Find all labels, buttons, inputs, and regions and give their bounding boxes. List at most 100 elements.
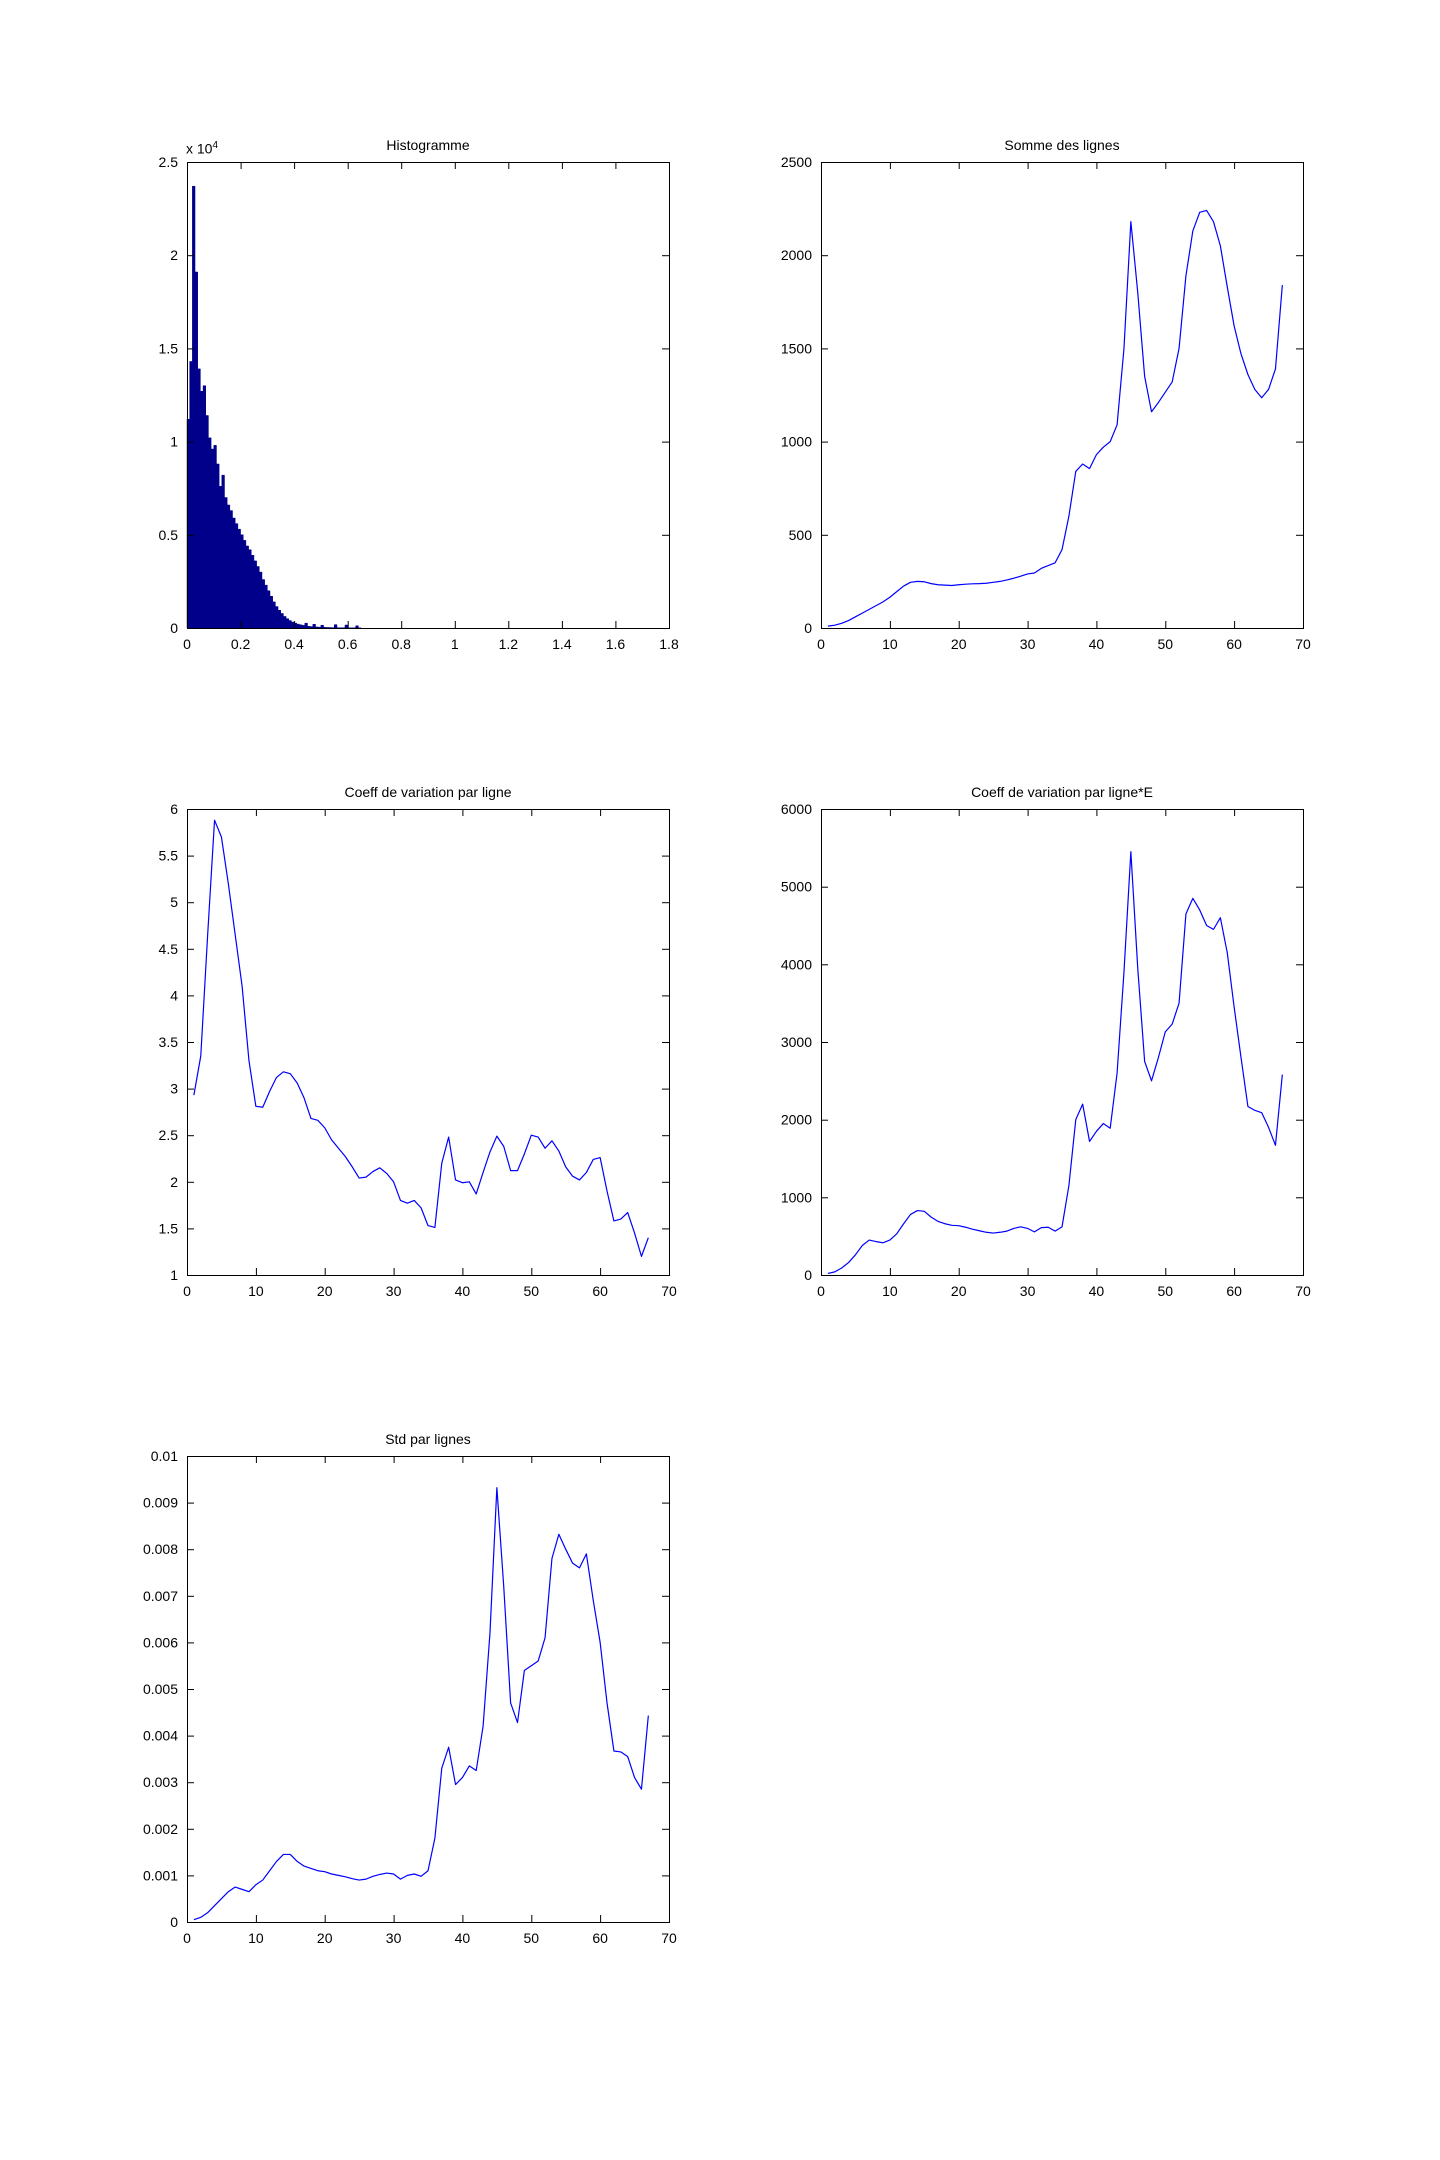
plot-title-somme-des-lignes: Somme des lignes xyxy=(1004,137,1120,153)
x-tick-label: 40 xyxy=(455,1930,471,1946)
y-axis-exponent-power: 4 xyxy=(212,140,219,151)
x-tick-label: 0 xyxy=(183,1930,191,1946)
y-tick-label: 2.5 xyxy=(159,154,179,170)
x-tick-label: 50 xyxy=(523,1283,539,1299)
axes-box xyxy=(187,809,670,1276)
plot-title-histogramme: Histogramme xyxy=(386,137,470,153)
x-tick-label: 30 xyxy=(386,1930,402,1946)
y-tick-label: 0.005 xyxy=(143,1681,178,1697)
x-tick-label: 10 xyxy=(248,1930,264,1946)
y-tick-label: 4 xyxy=(170,987,178,1003)
data-line xyxy=(827,851,1283,1275)
x-tick-label: 0.8 xyxy=(391,636,411,652)
y-tick-label: 2000 xyxy=(781,1112,812,1128)
y-tick-label: 1000 xyxy=(781,434,812,450)
x-tick-label: 0.2 xyxy=(231,636,251,652)
x-tick-label: 0 xyxy=(183,636,191,652)
y-tick-label: 2.5 xyxy=(159,1127,179,1143)
x-tick-label: 10 xyxy=(882,636,898,652)
x-tick-label: 0 xyxy=(183,1283,191,1299)
y-tick-label: 6 xyxy=(170,801,178,817)
subplot-coeff-de-variation-par-ligne-e: 0 10 20 30 40 50 60 70 0 1000 2000 3000 4000 5000 6000 xyxy=(781,801,1311,1299)
y-tick-label: 0.002 xyxy=(143,1821,178,1837)
y-tick-label: 5000 xyxy=(781,879,812,895)
y-tick-label: 500 xyxy=(789,527,813,543)
y-tick-label: 0.006 xyxy=(143,1634,178,1650)
x-tick-label: 50 xyxy=(523,1930,539,1946)
y-tick-label: 1 xyxy=(170,1267,178,1283)
y-tick-label: 1.5 xyxy=(159,340,179,356)
x-tick-label: 30 xyxy=(1020,636,1036,652)
y-tick-label: 0.007 xyxy=(143,1588,178,1604)
x-tick-label: 0.6 xyxy=(338,636,358,652)
y-tick-label: 2 xyxy=(170,247,178,263)
x-tick-label: 60 xyxy=(1226,636,1242,652)
x-tick-label: 20 xyxy=(317,1283,333,1299)
y-tick-label: 2 xyxy=(170,1174,178,1190)
x-tick-label: 30 xyxy=(1020,1283,1036,1299)
y-axis-exponent-label: x 104 xyxy=(186,140,218,157)
y-tick-label: 0 xyxy=(804,1267,812,1283)
plot-title-coeff-de-variation-par-ligne: Coeff de variation par ligne xyxy=(344,784,512,800)
y-tick-label: 2500 xyxy=(781,154,812,170)
x-tick-label: 0.4 xyxy=(284,636,304,652)
axes-box xyxy=(821,809,1304,1276)
x-tick-label: 40 xyxy=(455,1283,471,1299)
subplot-std-par-lignes: 0 10 20 30 40 50 60 70 0 0.001 0.002 0.003 0.004 0.00… xyxy=(143,1448,677,1946)
axes-box xyxy=(187,1456,670,1923)
y-tick-label: 1500 xyxy=(781,340,812,356)
x-tick-label: 1 xyxy=(451,636,459,652)
x-tick-label: 40 xyxy=(1089,1283,1105,1299)
x-tick-label: 0 xyxy=(817,636,825,652)
x-tick-label: 20 xyxy=(317,1930,333,1946)
x-tick-label: 60 xyxy=(1226,1283,1242,1299)
y-tick-label: 0.5 xyxy=(159,527,179,543)
y-tick-label: 4.5 xyxy=(159,941,179,957)
axes-box xyxy=(187,162,670,629)
data-line xyxy=(193,1487,649,1921)
y-tick-label: 6000 xyxy=(781,801,812,817)
y-tick-label: 2000 xyxy=(781,247,812,263)
x-tick-label: 70 xyxy=(1295,1283,1311,1299)
y-tick-label: 1 xyxy=(170,434,178,450)
y-tick-label: 0 xyxy=(170,620,178,636)
x-tick-label: 50 xyxy=(1157,636,1173,652)
x-tick-label: 50 xyxy=(1157,1283,1173,1299)
y-tick-label: 0 xyxy=(170,1914,178,1930)
x-tick-label: 60 xyxy=(592,1930,608,1946)
x-tick-label: 30 xyxy=(386,1283,402,1299)
subplot-histogramme: 0 0.2 0.4 0.6 0.8 1 1.2 1.4 1.6 1.8 0 0.5 1 1.5 2 2.5 xyxy=(159,154,679,652)
y-tick-label: 4000 xyxy=(781,956,812,972)
x-tick-label: 40 xyxy=(1089,636,1105,652)
x-tick-label: 60 xyxy=(592,1283,608,1299)
x-tick-label: 70 xyxy=(1295,636,1311,652)
x-tick-label: 20 xyxy=(951,636,967,652)
y-tick-label: 0 xyxy=(804,620,812,636)
x-tick-label: 20 xyxy=(951,1283,967,1299)
y-tick-label: 0.004 xyxy=(143,1728,178,1744)
y-tick-label: 5.5 xyxy=(159,848,179,864)
x-tick-label: 1.4 xyxy=(552,636,572,652)
axes-box xyxy=(821,162,1304,629)
subplot-coeff-de-variation-par-ligne: 0 10 20 30 40 50 60 70 1 1.5 2 2.5 3 3.5 4 4.5 5 5.5 6 xyxy=(159,801,677,1299)
data-line xyxy=(827,209,1283,627)
plot-title-std-par-lignes: Std par lignes xyxy=(385,1431,471,1447)
y-tick-label: 0.009 xyxy=(143,1495,178,1511)
x-tick-label: 10 xyxy=(248,1283,264,1299)
x-tick-label: 10 xyxy=(882,1283,898,1299)
y-tick-label: 5 xyxy=(170,894,178,910)
x-tick-label: 0 xyxy=(817,1283,825,1299)
y-tick-label: 1.5 xyxy=(159,1220,179,1236)
data-line xyxy=(193,819,649,1257)
y-tick-label: 0.001 xyxy=(143,1867,178,1883)
histogram-bars xyxy=(186,185,362,629)
y-tick-label: 0.01 xyxy=(151,1448,178,1464)
x-tick-label: 1.8 xyxy=(659,636,679,652)
y-tick-label: 3.5 xyxy=(159,1034,179,1050)
x-tick-label: 1.6 xyxy=(606,636,626,652)
y-tick-label: 1000 xyxy=(781,1189,812,1205)
y-tick-label: 3 xyxy=(170,1081,178,1097)
y-tick-label: 3000 xyxy=(781,1034,812,1050)
subplot-somme-des-lignes: 0 10 20 30 40 50 60 70 0 500 1000 1500 2000 2500 xyxy=(781,154,1311,652)
